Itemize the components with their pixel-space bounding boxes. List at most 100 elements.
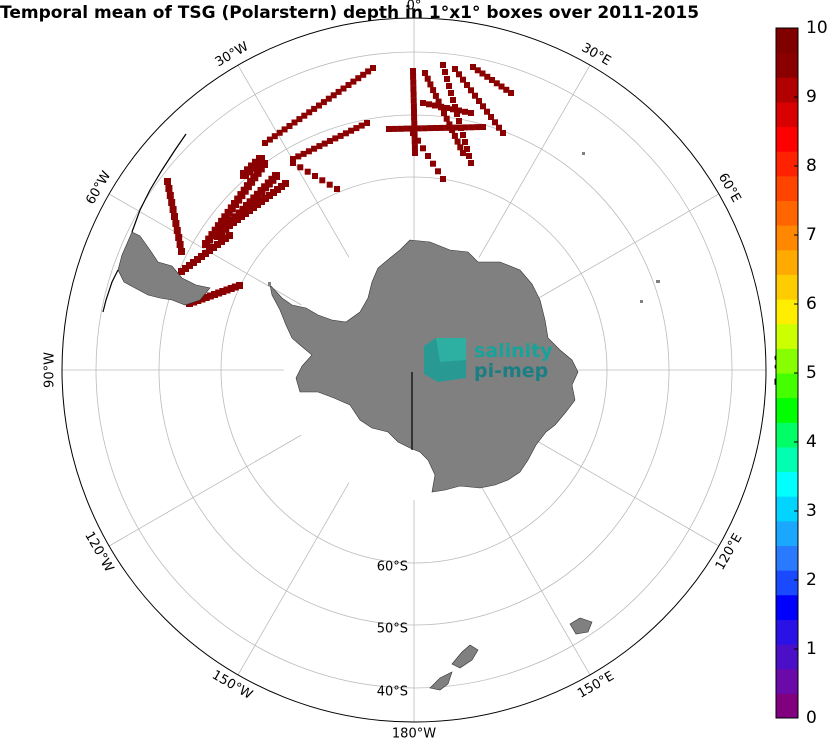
data-box xyxy=(262,140,268,146)
data-box xyxy=(480,124,486,130)
logo-text-salinity: salinity xyxy=(474,340,553,362)
meridian-line xyxy=(237,482,350,676)
colorbar-swatch xyxy=(776,77,798,103)
data-box xyxy=(250,204,257,211)
colorbar-swatch xyxy=(776,200,798,226)
data-box xyxy=(468,160,474,166)
colorbar-swatch xyxy=(776,496,798,522)
data-box xyxy=(237,191,246,200)
data-box xyxy=(278,183,285,190)
data-box xyxy=(211,226,220,235)
data-box xyxy=(215,289,223,297)
tsg-data-boxes xyxy=(164,62,514,307)
meridian-line xyxy=(478,64,591,258)
data-box xyxy=(410,68,416,74)
data-box xyxy=(305,148,312,155)
data-box xyxy=(206,247,213,254)
data-box xyxy=(169,206,177,213)
data-box xyxy=(450,106,456,113)
data-box xyxy=(186,262,193,269)
data-box xyxy=(210,244,217,251)
data-box xyxy=(176,241,184,248)
data-box xyxy=(321,140,328,147)
data-box xyxy=(243,182,252,191)
data-box xyxy=(231,283,239,291)
data-box xyxy=(448,90,454,96)
data-box xyxy=(409,125,416,132)
data-box xyxy=(427,81,434,88)
data-box xyxy=(291,119,298,126)
data-box xyxy=(488,114,494,120)
data-box xyxy=(444,124,451,131)
data-box xyxy=(234,216,241,223)
data-box xyxy=(266,136,273,143)
meridian-line xyxy=(526,434,720,547)
data-box xyxy=(441,110,447,116)
data-box xyxy=(454,111,460,117)
data-box xyxy=(226,222,233,229)
data-box xyxy=(316,102,322,109)
data-box xyxy=(420,100,426,106)
data-box xyxy=(262,195,269,202)
data-box xyxy=(247,177,256,186)
data-box xyxy=(316,143,323,150)
colorbar-tick-label: 1 xyxy=(806,639,817,659)
data-box xyxy=(489,77,495,83)
data-box xyxy=(164,178,171,185)
data-box xyxy=(219,288,227,295)
data-box xyxy=(246,207,253,214)
data-box xyxy=(253,168,262,177)
data-box xyxy=(421,125,428,132)
data-box xyxy=(311,105,318,112)
data-box xyxy=(480,103,486,110)
data-box xyxy=(444,105,450,111)
data-box xyxy=(202,240,210,248)
data-box xyxy=(178,268,185,275)
colorbar-swatch xyxy=(776,28,798,54)
data-box xyxy=(242,210,249,217)
colorbar-swatch xyxy=(776,471,798,497)
data-box xyxy=(206,292,214,300)
data-box xyxy=(451,132,458,139)
colorbar-swatch xyxy=(776,373,798,399)
data-box xyxy=(411,114,418,121)
data-box xyxy=(440,176,446,182)
data-box xyxy=(391,125,398,132)
data-box xyxy=(410,85,417,92)
data-box xyxy=(240,186,249,195)
data-box xyxy=(415,137,421,144)
data-box xyxy=(370,65,376,71)
data-box xyxy=(224,208,233,217)
data-box xyxy=(208,231,217,240)
data-box xyxy=(234,195,243,204)
data-box xyxy=(274,186,281,193)
data-box xyxy=(332,135,339,142)
data-box xyxy=(498,83,505,90)
data-box xyxy=(300,150,307,157)
colorbar-swatch xyxy=(776,249,798,275)
meridian-line xyxy=(526,193,720,306)
data-box xyxy=(166,192,174,199)
data-box xyxy=(334,186,340,192)
data-box xyxy=(319,177,326,184)
data-box xyxy=(446,121,453,128)
data-box xyxy=(218,217,227,226)
data-box xyxy=(348,127,355,134)
logo-icon-shade xyxy=(436,338,466,362)
colorbar: 0 1 2 3 4 5 6 7 8 9 10 xyxy=(775,18,828,728)
colorbar-tick-label: 3 xyxy=(806,501,817,521)
data-box xyxy=(456,118,462,124)
data-box xyxy=(411,138,418,145)
data-box xyxy=(435,98,442,105)
data-box xyxy=(386,126,392,132)
colorbar-tick-label: 5 xyxy=(806,363,817,383)
data-box xyxy=(171,213,178,220)
data-box xyxy=(443,115,450,122)
colorbar-swatch xyxy=(776,644,798,670)
colorbar-swatch xyxy=(776,693,798,719)
latitude-label: 40°S xyxy=(377,685,408,700)
data-box xyxy=(286,123,293,129)
data-box xyxy=(446,83,452,89)
data-box xyxy=(254,201,261,208)
data-box xyxy=(350,78,357,85)
